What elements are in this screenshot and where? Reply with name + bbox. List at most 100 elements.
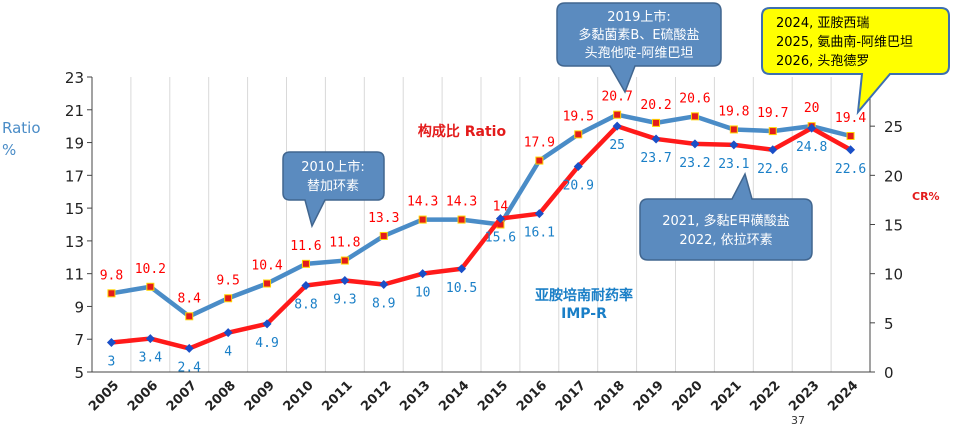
impr-data-label: 3 [108, 355, 116, 370]
ratio-data-label: 19.4 [835, 111, 866, 126]
ratio-point [457, 215, 466, 224]
ratio-point [690, 112, 699, 121]
impr-point [379, 279, 389, 289]
impr-point [495, 214, 505, 224]
ratio-point [146, 282, 155, 291]
series-ratio [107, 110, 855, 321]
ratio-data-label: 9.8 [100, 268, 123, 283]
impr-data-label: 8.9 [372, 296, 395, 311]
impr-line [111, 123, 852, 351]
callout-2021-shape [639, 171, 813, 261]
ratio-data-labels: 9.8 10.2 8.4 9.5 10.4 11.6 11.8 13.3 14.3 14.3 14 1… [100, 90, 867, 307]
left-y-ticks: 5 7 9 11 13 15 17 19 21 23 [65, 69, 92, 382]
left-tick-label: 11 [65, 266, 84, 284]
x-tick-label: 2019 [631, 378, 667, 414]
callout-2024: 2024, 亚胺西瑞 2025, 氨曲南-阿维巴坦 2026, 头孢德罗 [761, 7, 950, 116]
right-tick-label: 0 [884, 364, 894, 382]
left-tick-label: 19 [65, 135, 84, 153]
impr-point [418, 269, 428, 279]
ratio-data-label: 19.5 [563, 109, 594, 124]
impr-data-label: 24.8 [796, 140, 827, 155]
callout-2010-line1: 2010上市: [301, 159, 364, 175]
impr-point [534, 209, 544, 219]
impr-data-label: 8.8 [294, 297, 317, 312]
impr-data-label: 22.6 [757, 162, 788, 177]
impr-data-label: 23.2 [679, 156, 710, 171]
left-tick-label: 15 [65, 200, 84, 218]
left-tick-label: 13 [65, 233, 84, 251]
ratio-data-label: 13.3 [368, 211, 399, 226]
ratio-data-label: 14.3 [407, 195, 438, 210]
ratio-data-label: 10.4 [251, 259, 282, 274]
ratio-data-label: 11.6 [290, 239, 321, 254]
impr-data-label: 25 [609, 138, 625, 153]
callout-2010: 2010上市: 替加环素 [282, 151, 385, 229]
ratio-data-label: 20.7 [601, 90, 632, 105]
callout-2010-shape [282, 151, 385, 229]
ratio-data-label: 11.8 [329, 236, 360, 251]
callout-2019-line1: 2019上市: [607, 9, 670, 25]
x-tick-label: 2020 [670, 378, 706, 414]
ratio-point [107, 289, 116, 298]
ratio-point [340, 256, 349, 265]
x-tick-label: 2012 [358, 378, 394, 414]
x-tick-label: 2011 [319, 378, 355, 414]
callout-2024-line1: 2024, 亚胺西瑞 [776, 16, 869, 31]
impr-point [651, 134, 661, 144]
ratio-series-name: 构成比 Ratio [418, 123, 507, 140]
x-tick-label: 2008 [203, 378, 239, 414]
ratio-point [652, 118, 661, 127]
ratio-data-label: 8.4 [178, 291, 202, 306]
x-tick-label: 2022 [747, 378, 783, 414]
callout-2021-line1: 2021, 多黏E甲磺酸盐 [662, 213, 790, 229]
x-tick-label: 2010 [281, 378, 317, 414]
left-tick-label: 23 [65, 69, 84, 87]
impr-data-label: 4 [224, 345, 232, 360]
x-tick-label: 2021 [708, 378, 744, 414]
ratio-line [111, 112, 852, 319]
impr-data-label: 23.7 [640, 151, 671, 166]
impr-point [573, 161, 583, 171]
callout-2010-line2: 替加环素 [307, 179, 359, 194]
callout-2024-shape [761, 7, 950, 116]
impr-data-label: 16.1 [524, 226, 555, 241]
left-tick-label: 5 [74, 364, 84, 382]
x-tick-label: 2014 [436, 378, 472, 414]
ratio-data-label: 14 [493, 200, 509, 215]
x-tick-label: 2024 [825, 378, 861, 414]
ratio-point [846, 132, 855, 140]
ratio-data-label: 20.6 [679, 91, 710, 106]
callout-2024-line2: 2025, 氨曲南-阿维巴坦 [776, 34, 913, 50]
impr-series-name-line2: IMP-R [561, 306, 607, 322]
right-tick-label: 20 [884, 167, 903, 185]
x-tick-label: 2015 [475, 378, 511, 414]
ratio-point [535, 156, 544, 165]
impr-point [807, 123, 817, 133]
callout-2019: 2019上市: 多黏菌素B、E硫酸盐 头孢他啶-阿维巴坦 [556, 2, 722, 94]
callout-2024-line3: 2026, 头孢德罗 [776, 54, 869, 69]
ratio-point [729, 125, 738, 134]
ratio-point [224, 294, 233, 303]
right-tick-label: 15 [884, 217, 903, 235]
left-axis-title-line1: Ratio [2, 119, 41, 137]
impr-point [340, 276, 350, 286]
right-y-ticks: 0 5 10 15 20 25 [870, 118, 903, 382]
impr-point [262, 319, 272, 329]
ratio-data-label: 19.7 [757, 106, 788, 121]
impr-data-label: 4.9 [255, 336, 278, 351]
callout-2021: 2021, 多黏E甲磺酸盐 2022, 依拉环素 [639, 171, 813, 261]
left-tick-label: 21 [65, 102, 84, 120]
impr-data-labels: 3 3.4 2.4 4 4.9 8.8 9.3 8.9 10 10.5 15.6 16.1 20.9 25… [108, 138, 867, 375]
impr-point [846, 145, 856, 155]
right-tick-label: 10 [884, 266, 903, 284]
x-tick-label: 2016 [514, 378, 550, 414]
left-axis-title-line2: % [2, 141, 16, 159]
x-tick-label: 2005 [86, 378, 122, 414]
impr-point [457, 264, 467, 274]
ratio-point [418, 215, 427, 224]
ratio-data-label: 10.2 [135, 262, 166, 277]
left-tick-label: 7 [74, 331, 84, 349]
impr-point [145, 334, 155, 344]
impr-data-label: 22.6 [835, 162, 866, 177]
impr-data-label: 3.4 [139, 351, 163, 366]
